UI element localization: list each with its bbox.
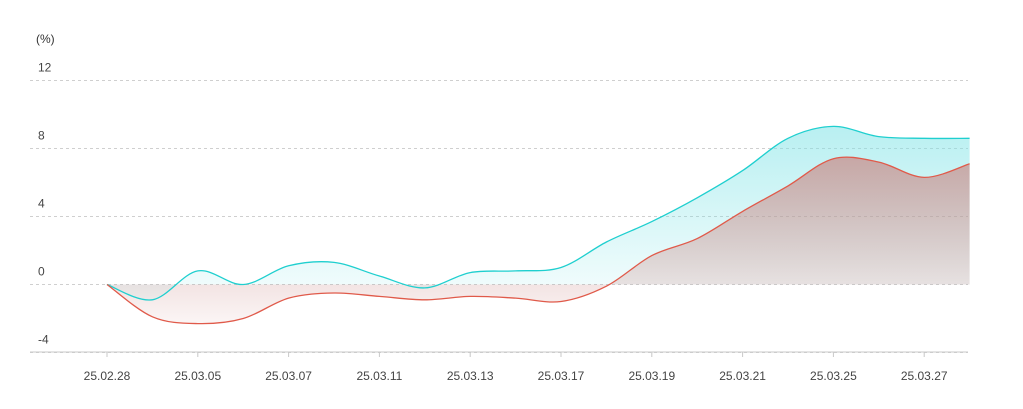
x-tick-label: 25.03.07: [265, 369, 312, 383]
x-tick-label: 25.03.11: [356, 369, 402, 383]
x-tick-label: 25.03.13: [447, 369, 494, 383]
y-tick-label: 12: [38, 61, 52, 75]
y-unit-label: (%): [36, 32, 55, 46]
x-tick-label: 25.03.21: [719, 369, 766, 383]
y-tick-label: 4: [38, 197, 45, 211]
series-0-line: [106, 125, 970, 301]
x-tick-label: 25.03.27: [901, 369, 948, 383]
x-tick-label: 25.03.19: [628, 369, 675, 383]
x-tick-label: 25.03.17: [538, 369, 585, 383]
x-tick-label: 25.03.25: [810, 369, 857, 383]
series-1-line: [106, 156, 970, 325]
y-tick-label: 0: [38, 265, 45, 279]
x-tick-label: 25.02.28: [84, 369, 131, 383]
y-tick-label: -4: [38, 333, 49, 347]
x-tick-label: 25.03.05: [174, 369, 221, 383]
series-1-area: [107, 157, 970, 324]
y-tick-label: 8: [38, 129, 45, 143]
